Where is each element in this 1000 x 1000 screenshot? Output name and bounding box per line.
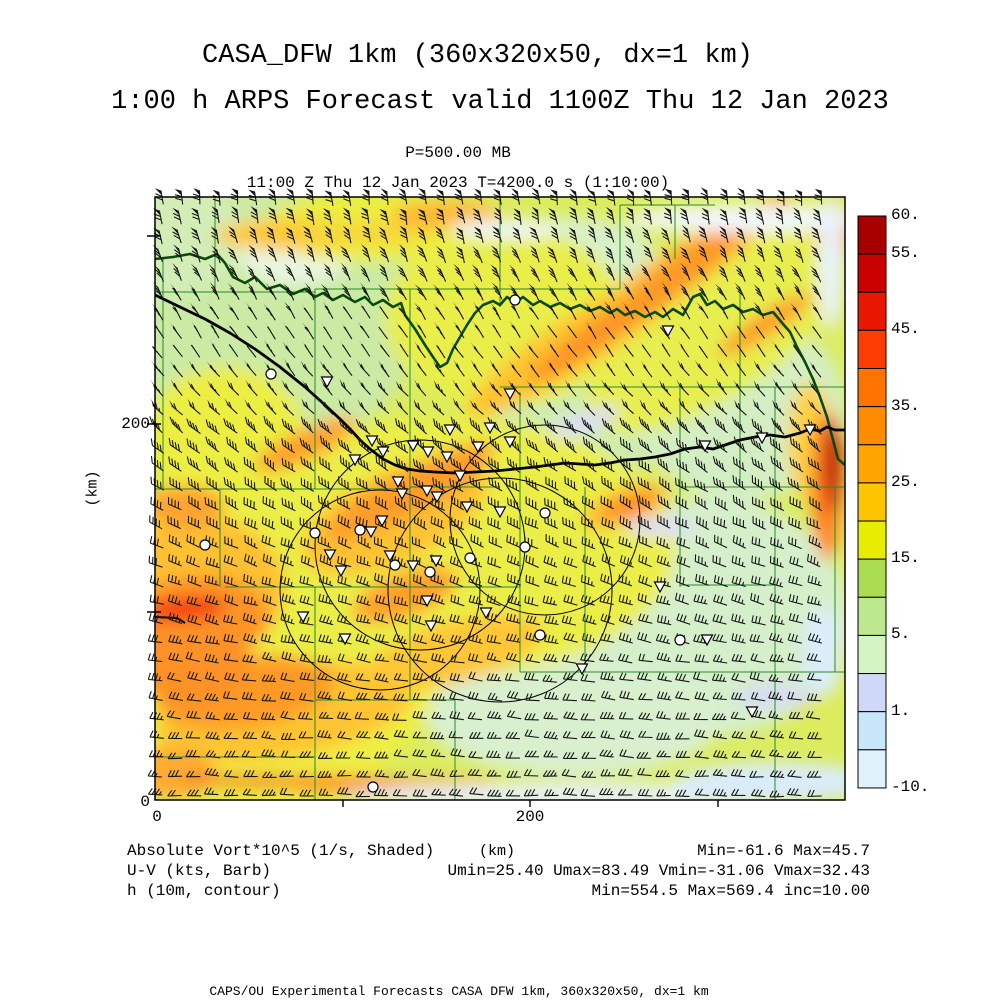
colorbar-tick-label: 15. — [891, 549, 920, 568]
colorbar — [857, 215, 887, 789]
forecast-map-canvas — [147, 187, 846, 807]
x-axis-unit-label: (km) — [479, 843, 516, 860]
pressure-level-label: P=500.00 MB — [405, 144, 511, 162]
colorbar-tick-label: 5. — [891, 625, 911, 644]
plot-title: CASA_DFW 1km (360x320x50, dx=1 km) — [202, 41, 753, 71]
legend-line-contour: h (10m, contour) Min=554.5 Max=569.4 inc… — [127, 882, 870, 900]
legend-line-shaded: Absolute Vort*10^5 (1/s, Shaded) Min=-61… — [127, 842, 870, 860]
legend-wind-field: U-V (kts, Barb) — [127, 862, 272, 880]
colorbar-tick-label: 45. — [891, 320, 920, 339]
y-axis-tick-label-200: 200 — [121, 415, 150, 433]
colorbar-tick-label: 35. — [891, 396, 920, 415]
colorbar-tick-label: 1. — [891, 701, 911, 720]
colorbar-tick-label: 25. — [891, 472, 920, 491]
colorbar-tick-label: -10. — [891, 777, 930, 796]
y-axis-tick-label-0: 0 — [140, 793, 150, 811]
legend-wind-minmax: Umin=25.40 Umax=83.49 Vmin=-31.06 Vmax=3… — [447, 862, 870, 880]
credit-footer: CAPS/OU Experimental Forecasts CASA DFW … — [209, 984, 709, 999]
legend-line-wind: U-V (kts, Barb) Umin=25.40 Umax=83.49 Vm… — [127, 862, 870, 880]
x-axis-tick-label-200: 200 — [515, 808, 545, 826]
plot-subtitle: 1:00 h ARPS Forecast valid 1100Z Thu 12 … — [111, 87, 889, 117]
legend-contour-field: h (10m, contour) — [127, 882, 281, 900]
valid-time-label: 11:00 Z Thu 12 Jan 2023 T=4200.0 s (1:10… — [246, 174, 670, 192]
colorbar-tick-label: 60. — [891, 206, 920, 224]
legend-contour-minmax: Min=554.5 Max=569.4 inc=10.00 — [591, 882, 870, 900]
x-axis-tick-label-0: 0 — [152, 808, 162, 826]
y-axis-unit-label: (km) — [84, 470, 102, 507]
legend-shaded-field: Absolute Vort*10^5 (1/s, Shaded) — [127, 842, 435, 860]
legend-shaded-minmax: Min=-61.6 Max=45.7 — [697, 842, 870, 860]
colorbar-tick-label: 55. — [891, 244, 920, 263]
